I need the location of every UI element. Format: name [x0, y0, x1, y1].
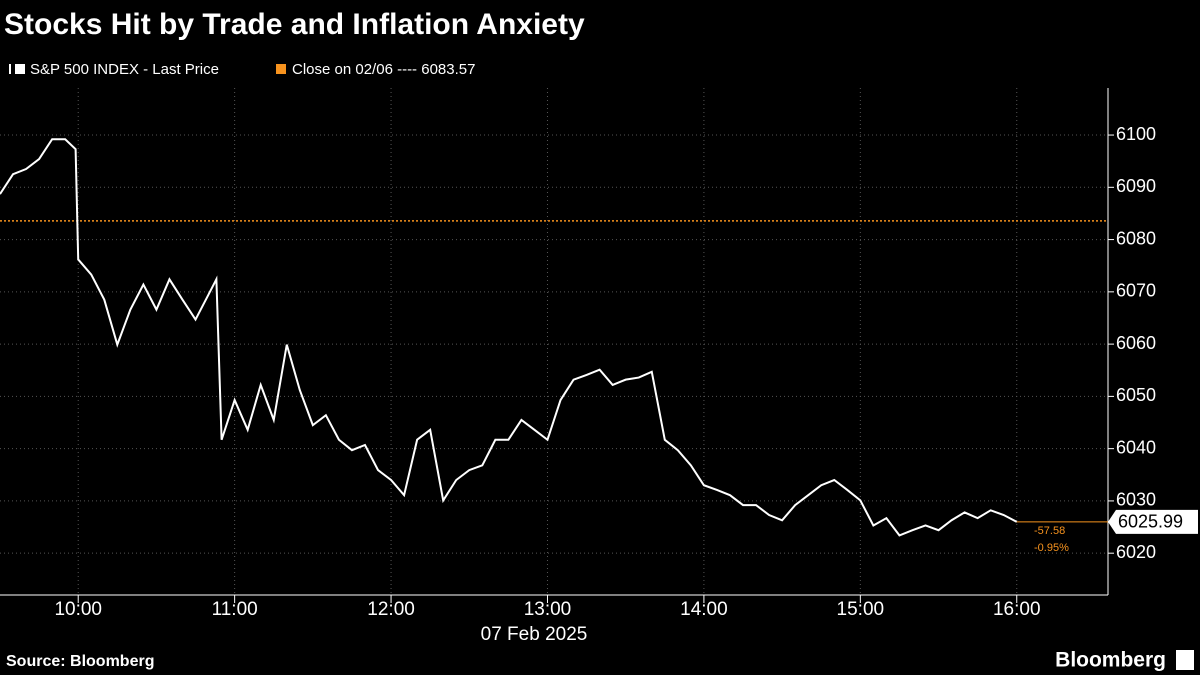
legend-label: Close on 02/06 ---- 6083.57	[292, 61, 475, 78]
y-tick-label: 6080	[1116, 228, 1156, 248]
x-tick-label: 14:00	[680, 599, 728, 620]
y-tick-label: 6040	[1116, 437, 1156, 457]
y-tick-label: 6090	[1116, 176, 1156, 196]
y-tick-label: 6050	[1116, 385, 1156, 405]
legend-swatch	[276, 64, 286, 74]
change-pct-label: -0.95%	[1034, 542, 1069, 554]
brand: Bloomberg	[1055, 649, 1166, 672]
y-tick-label: 6020	[1116, 542, 1156, 562]
y-tick-label: 6030	[1116, 490, 1156, 510]
last-price-box	[1108, 509, 1198, 534]
x-tick-label: 15:00	[837, 599, 885, 620]
y-tick-label: 6060	[1116, 333, 1156, 353]
y-tick-label: 6070	[1116, 281, 1156, 301]
source: Source: Bloomberg	[6, 653, 154, 670]
x-tick-label: 12:00	[367, 599, 415, 620]
x-tick-label: 13:00	[524, 599, 572, 620]
brand-icon	[1176, 650, 1194, 670]
x-tick-label: 10:00	[54, 599, 102, 620]
legend-label: Close on 02/06 ----	[292, 61, 417, 78]
legend-label: S&P 500 INDEX - Last Price	[30, 61, 219, 78]
price-line	[0, 138, 1018, 537]
change-label: -57.58	[1034, 525, 1065, 537]
legend-value: 6083.57	[421, 61, 475, 78]
legend-swatch	[15, 64, 25, 74]
last-price-label: 6025.99	[1118, 512, 1183, 532]
x-axis-label: 07 Feb 2025	[481, 624, 588, 645]
x-tick-label: 16:00	[993, 599, 1041, 620]
y-tick-label: 6100	[1116, 124, 1156, 144]
x-tick-label: 11:00	[212, 599, 258, 620]
chart-title: Stocks Hit by Trade and Inflation Anxiet…	[4, 8, 585, 41]
legend-icon	[9, 64, 11, 74]
